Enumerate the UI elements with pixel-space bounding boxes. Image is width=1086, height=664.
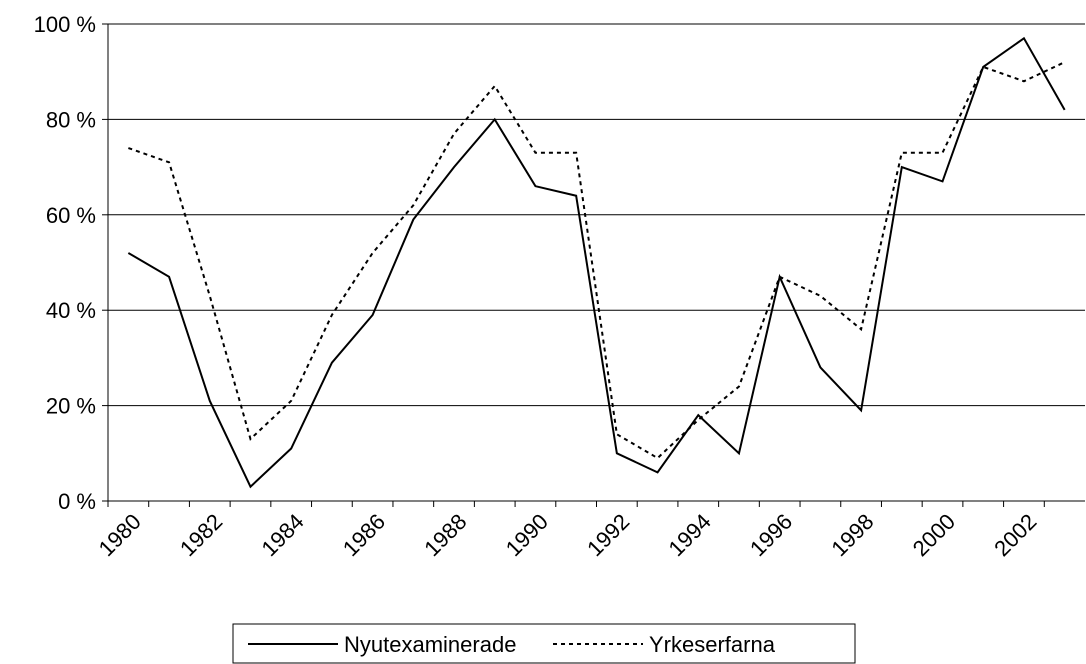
y-tick-label: 60 % xyxy=(46,203,96,228)
x-tick-label: 1980 xyxy=(94,509,146,561)
y-tick-label: 0 % xyxy=(58,489,96,514)
y-tick-label: 40 % xyxy=(46,298,96,323)
x-tick-label: 1996 xyxy=(745,509,797,561)
x-tick-label: 1982 xyxy=(175,509,227,561)
x-tick-label: 1988 xyxy=(419,509,471,561)
y-tick-label: 80 % xyxy=(46,107,96,132)
y-tick-label: 20 % xyxy=(46,394,96,419)
legend-label: Nyutexaminerade xyxy=(344,632,516,657)
legend-label: Yrkeserfarna xyxy=(649,632,776,657)
x-tick-label: 1994 xyxy=(664,509,716,561)
x-tick-label: 1984 xyxy=(256,509,308,561)
x-tick-label: 2000 xyxy=(908,509,960,561)
y-tick-label: 100 % xyxy=(34,12,96,37)
series-line xyxy=(128,61,1066,460)
legend: Nyutexaminerade Yrkeserfarna xyxy=(232,623,856,664)
x-tick-label: 2002 xyxy=(989,509,1041,561)
x-tick-label: 1992 xyxy=(582,509,634,561)
x-tick-label: 1990 xyxy=(501,509,553,561)
x-tick-label: 1986 xyxy=(338,509,390,561)
series-line xyxy=(127,36,1066,489)
x-tick-label: 1998 xyxy=(826,509,878,561)
